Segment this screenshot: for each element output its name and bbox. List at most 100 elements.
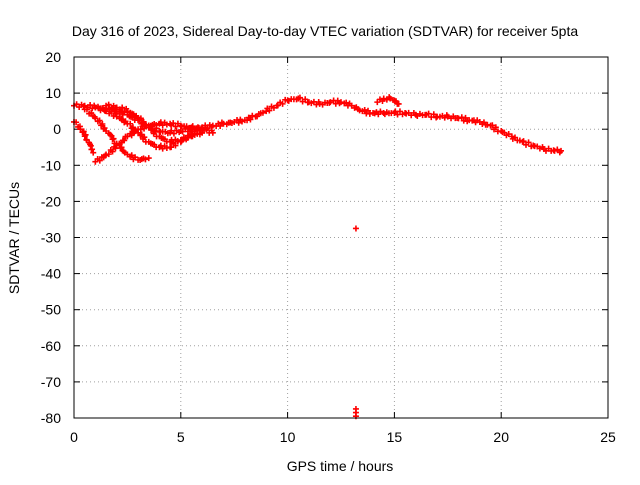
- data-point-trace: [443, 112, 450, 119]
- data-point-trace: [132, 127, 139, 134]
- data-point-trace: [109, 148, 116, 155]
- data-point-trace: [89, 146, 96, 153]
- data-point-trace: [186, 124, 193, 131]
- data-point-trace: [80, 103, 87, 110]
- data-point-trace: [128, 152, 135, 159]
- data-point-trace: [94, 103, 101, 110]
- data-point-trace: [119, 104, 126, 111]
- data-point-trace: [239, 118, 246, 125]
- data-point-trace: [122, 118, 129, 125]
- data-point-trace: [133, 112, 140, 119]
- data-point-trace: [142, 138, 149, 145]
- data-point-trace: [101, 125, 108, 132]
- x-tick-label: 10: [280, 429, 296, 445]
- y-tick-label: -40: [41, 266, 61, 282]
- data-point: [145, 155, 152, 162]
- data-point-trace: [105, 151, 112, 158]
- data-point-trace: [122, 133, 129, 140]
- data-point-trace: [141, 134, 148, 141]
- data-point-trace: [282, 96, 289, 103]
- data-point: [90, 149, 97, 156]
- data-point-trace: [121, 149, 128, 156]
- data-point-trace: [279, 100, 286, 107]
- data-point-trace: [137, 115, 144, 122]
- data-point-trace: [259, 109, 266, 116]
- data-point-trace: [99, 121, 106, 128]
- data-point-trace: [83, 106, 90, 113]
- data-point-trace: [356, 107, 363, 114]
- y-tick-label: -20: [41, 193, 61, 209]
- data-point-trace: [539, 144, 546, 151]
- data-point-trace: [127, 120, 134, 127]
- data-points: [71, 94, 565, 420]
- data-point-trace: [163, 138, 170, 145]
- data-point-trace: [112, 110, 119, 117]
- y-axis-label: SDTVAR / TECUs: [6, 182, 22, 294]
- data-point-trace: [492, 124, 499, 131]
- data-point-trace: [183, 136, 190, 143]
- y-tick-label: -10: [41, 157, 61, 173]
- data-point-trace: [132, 154, 139, 161]
- data-point-trace: [247, 116, 254, 123]
- data-point-trace: [102, 107, 109, 114]
- data-point-trace: [525, 139, 532, 146]
- data-point-trace: [425, 110, 432, 117]
- data-point-trace: [88, 109, 95, 116]
- data-point-trace: [203, 126, 210, 133]
- y-tick-label: 10: [45, 85, 61, 101]
- data-point-trace: [326, 99, 333, 106]
- data-point-trace: [474, 117, 481, 124]
- data-point-trace: [80, 128, 87, 135]
- data-point-trace: [386, 94, 393, 101]
- data-point-trace: [153, 144, 160, 151]
- data-point-trace: [296, 94, 303, 101]
- data-point-trace: [143, 122, 150, 129]
- data-point-trace: [346, 100, 353, 107]
- data-point-trace: [462, 114, 469, 121]
- data-point-trace: [112, 145, 119, 152]
- data-point-trace: [302, 96, 309, 103]
- data-point-trace: [137, 126, 144, 133]
- data-point-trace: [410, 109, 417, 116]
- data-point-trace: [489, 122, 496, 129]
- data-point-trace: [96, 117, 103, 124]
- x-tick-label: 15: [387, 429, 403, 445]
- data-point-trace: [110, 135, 117, 142]
- data-point-trace: [178, 137, 185, 144]
- data-point-trace: [102, 152, 109, 159]
- y-tick-label: -70: [41, 374, 61, 390]
- data-point-trace: [365, 107, 372, 114]
- data-point-trace: [76, 123, 83, 130]
- data-point-trace: [112, 104, 119, 111]
- y-tick-label: 20: [45, 49, 61, 65]
- data-point-trace: [164, 130, 171, 137]
- data-point-trace: [140, 118, 147, 125]
- data-point-trace: [556, 149, 563, 156]
- x-tick-label: 20: [493, 429, 509, 445]
- data-point-trace: [208, 127, 215, 134]
- data-point-trace: [174, 120, 181, 127]
- data-point-trace: [91, 113, 98, 120]
- data-point-trace: [505, 131, 512, 138]
- y-tick-label: -60: [41, 338, 61, 354]
- x-tick-label: 5: [177, 429, 185, 445]
- data-point-trace: [121, 137, 128, 144]
- x-tick-label: 0: [70, 429, 78, 445]
- data-point-trace: [218, 119, 225, 126]
- data-point-trace: [315, 99, 322, 106]
- data-point-trace: [464, 118, 471, 125]
- data-point-trace: [270, 104, 277, 111]
- axis-ticks: 0 5 10 15 20 25 20 10 0 -10 -20 -30 -40 -50 -60 -70 -80: [41, 49, 616, 445]
- grid-lines: [74, 57, 608, 418]
- data-point-trace: [142, 156, 149, 163]
- data-point: [352, 225, 359, 232]
- data-point-trace: [266, 107, 273, 114]
- x-axis-label: GPS time / hours: [287, 458, 394, 474]
- data-point-trace: [123, 105, 130, 112]
- data-point-trace: [379, 98, 386, 105]
- x-tick-label: 25: [600, 429, 616, 445]
- data-point-trace: [394, 100, 401, 107]
- data-point-trace: [172, 142, 179, 149]
